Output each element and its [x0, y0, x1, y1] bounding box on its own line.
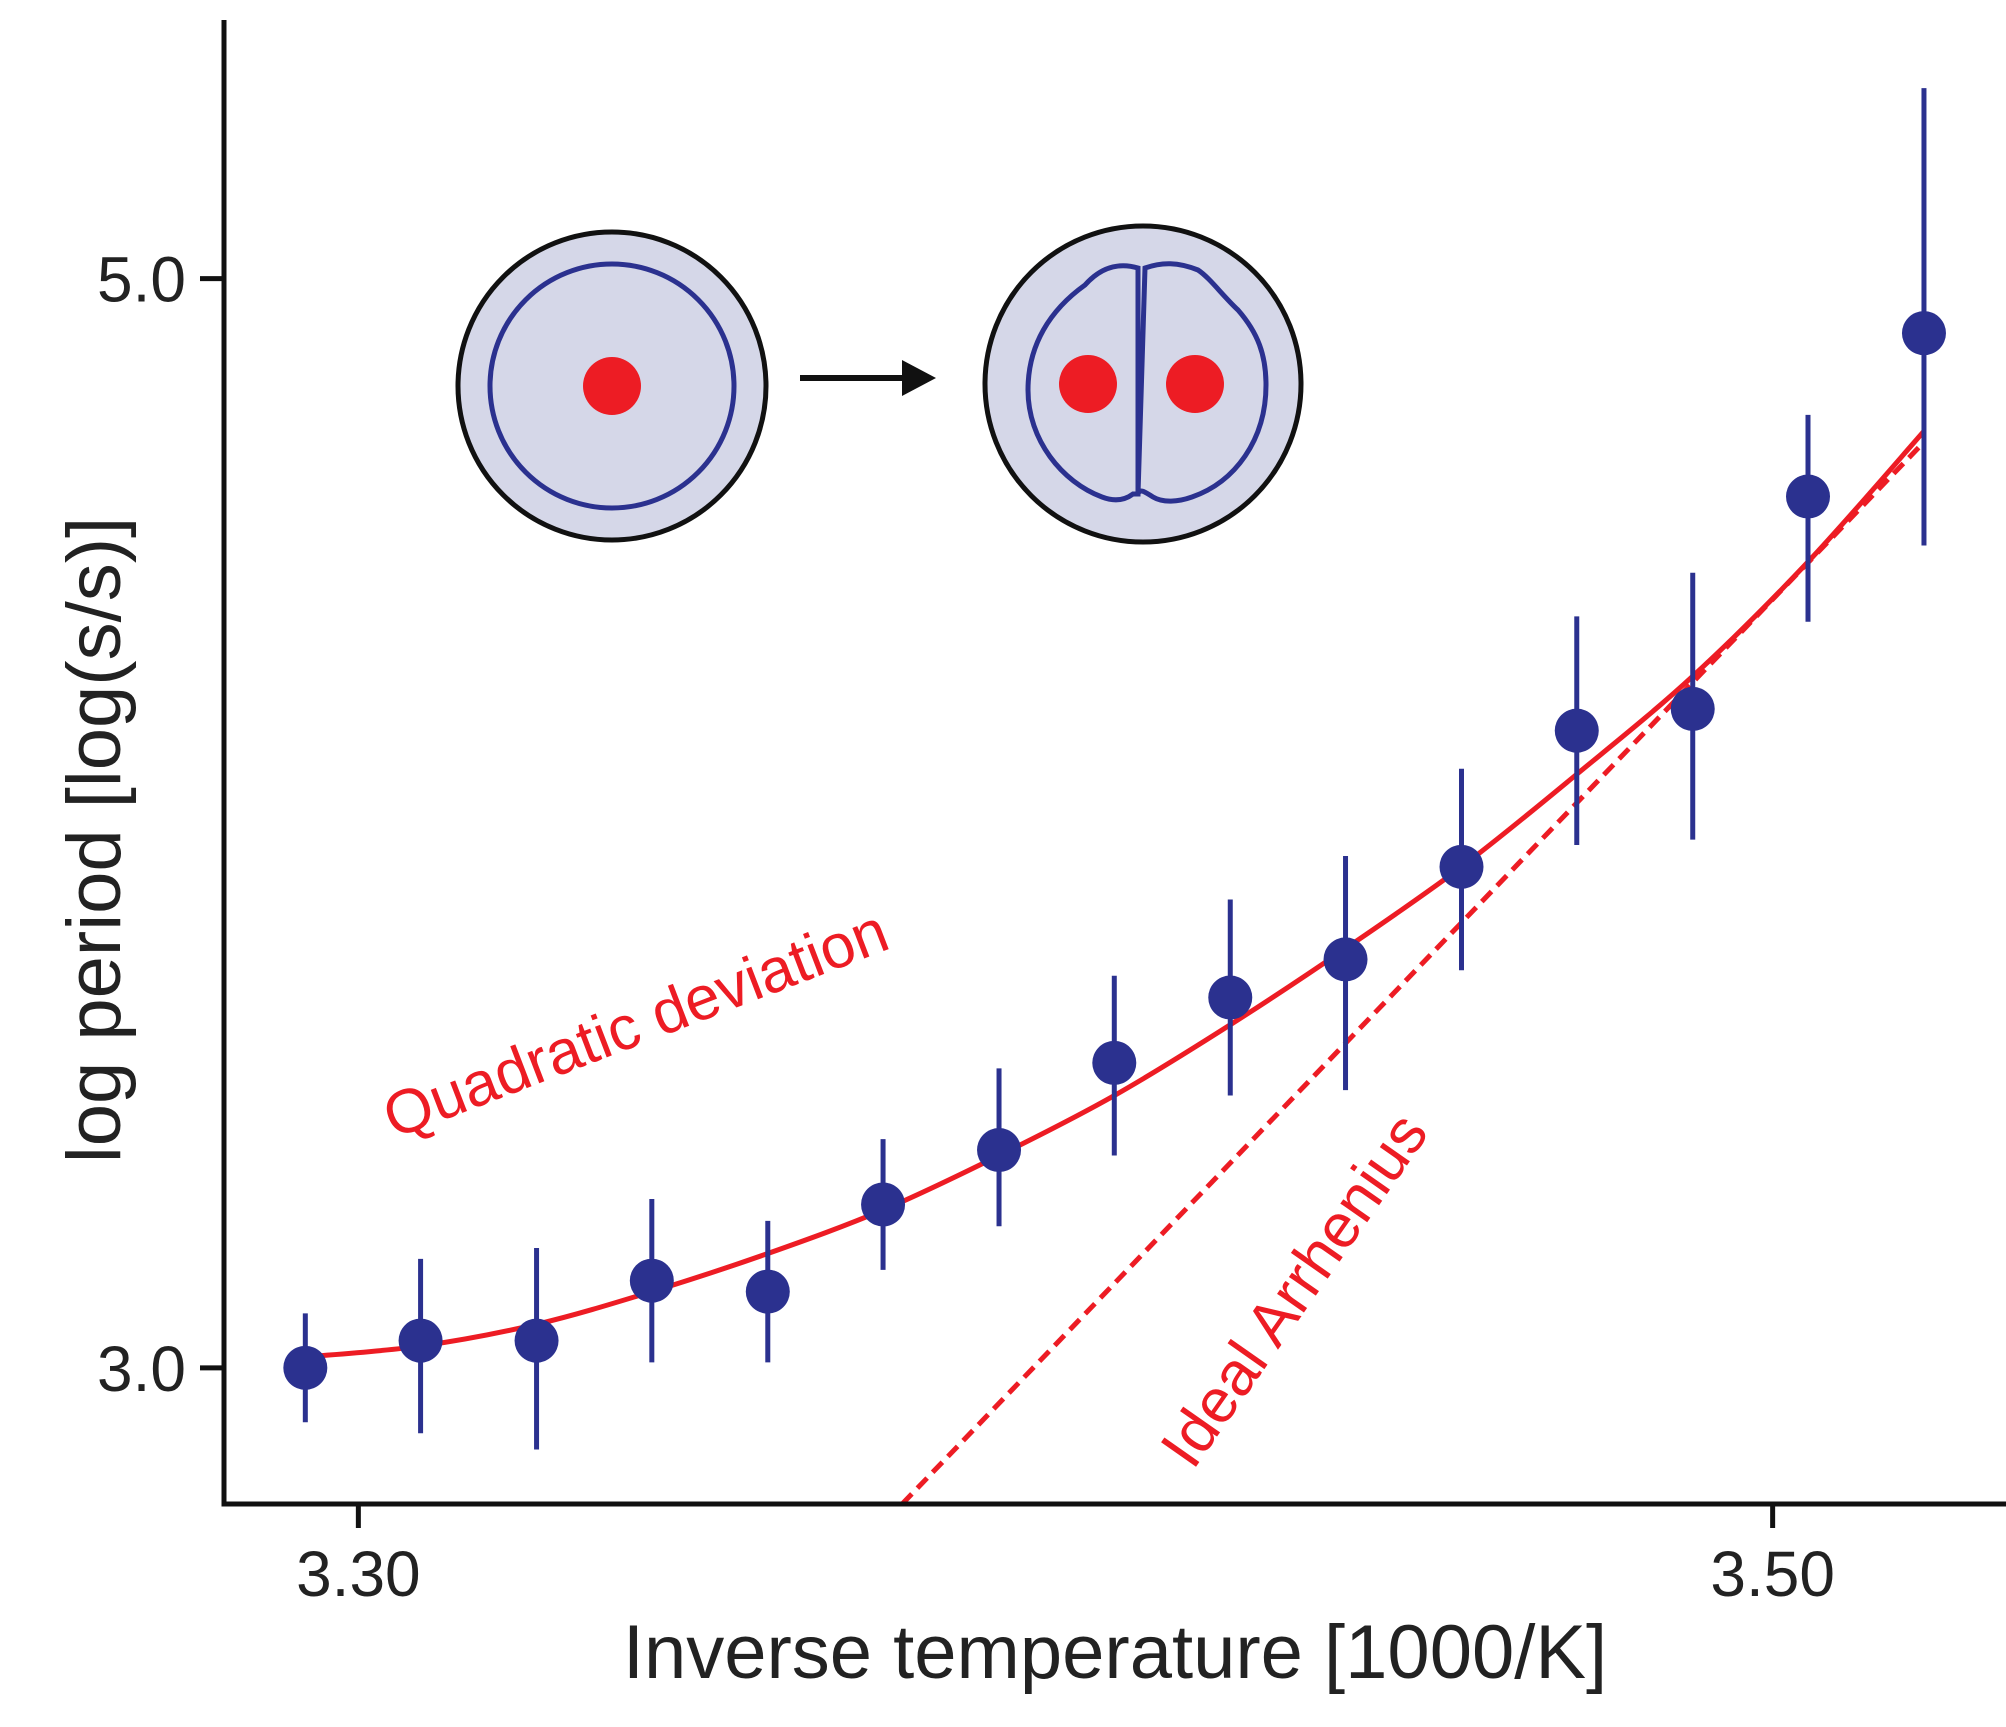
point-marker-3	[629, 1258, 674, 1303]
data-point-1	[398, 1258, 443, 1434]
x-axis-title: Inverse temperature [1000/K]	[623, 1610, 1607, 1695]
data-point-3	[629, 1199, 674, 1363]
axes	[221, 20, 2006, 1507]
data-point-8	[1208, 899, 1253, 1096]
point-marker-11	[1554, 708, 1599, 753]
plot-lines	[305, 429, 1926, 1504]
data-point-12	[1670, 572, 1715, 840]
data-point-9	[1323, 855, 1368, 1091]
point-marker-7	[1092, 1040, 1137, 1085]
data-point-0	[283, 1313, 328, 1423]
point-marker-12	[1670, 686, 1715, 731]
point-marker-0	[283, 1345, 328, 1390]
cell-one-nucleus-icon	[455, 229, 769, 543]
data-point-5	[861, 1139, 906, 1270]
point-marker-9	[1323, 937, 1368, 982]
point-marker-2	[514, 1318, 559, 1363]
point-marker-4	[745, 1269, 790, 1314]
data-point-2	[514, 1248, 559, 1450]
data-point-10	[1439, 768, 1484, 971]
data-point-11	[1554, 616, 1599, 846]
point-marker-1	[398, 1318, 443, 1363]
y-axis-title: log period [log(s/s)]	[52, 517, 137, 1163]
point-marker-8	[1208, 975, 1253, 1020]
arrow-right-icon	[800, 360, 936, 396]
data-point-13	[1786, 414, 1830, 622]
cell-two-nuclei-icon	[982, 223, 1304, 545]
point-marker-5	[861, 1182, 906, 1227]
inset-illustration	[455, 223, 1304, 545]
x-tick-label-1: 3.50	[1710, 1538, 1835, 1610]
ideal-arrhenius-label: Ideal Arrhenius	[1148, 1101, 1442, 1479]
ticks: 3.30 3.50 3.0 5.0	[97, 244, 1835, 1610]
data-point-14	[1901, 88, 1946, 546]
x-tick-label-0: 3.30	[296, 1538, 421, 1610]
point-marker-10	[1439, 844, 1484, 889]
point-marker-6	[977, 1128, 1022, 1173]
point-marker-14	[1901, 311, 1946, 356]
quadratic-deviation-label: Quadratic deviation	[374, 896, 897, 1152]
ideal-arrhenius-line	[900, 440, 1926, 1504]
data-point-7	[1092, 975, 1137, 1156]
y-tick-label-1: 5.0	[97, 244, 186, 316]
data-point-6	[977, 1068, 1022, 1227]
plot-points	[283, 88, 1946, 1450]
data-point-4	[745, 1220, 790, 1363]
point-marker-13	[1786, 474, 1830, 519]
quadratic-deviation-line	[305, 429, 1926, 1360]
y-tick-label-0: 3.0	[97, 1333, 186, 1405]
